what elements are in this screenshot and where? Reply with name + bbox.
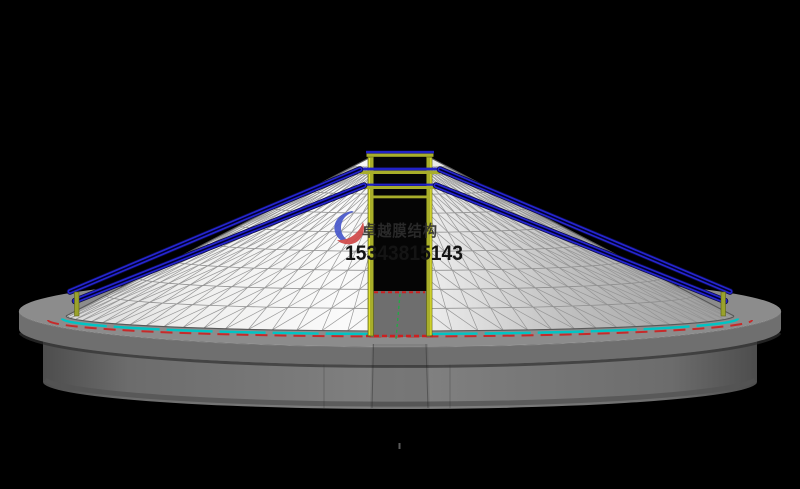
beam-yellow-1 [366,153,434,157]
walkway-seams [371,343,429,409]
anchor-post-right [720,291,726,317]
watermark: 卓越膜结构 15343815143 [334,211,463,265]
cable-segment [69,168,361,293]
anchor-post-left [74,291,80,317]
watermark-logo-icon [334,211,364,245]
base-cylinder-bottom-edge [43,377,757,407]
cable-segment [74,184,365,302]
beam-yellow-4 [370,195,430,199]
beam-blue-2 [359,167,441,171]
central-tower [359,150,441,340]
cable-segment [439,168,731,293]
rim-front-edge [18,310,782,348]
watermark-company-text: 卓越膜结构 [362,221,438,240]
beam-blue-3 [363,183,437,186]
cable-segment [435,184,726,302]
rim-shadow [18,332,782,368]
door-walkway [370,291,430,337]
tower-interior [371,157,429,292]
tower-beams [359,150,441,199]
tower-column-left [367,156,374,337]
beam-blue-1 [366,150,434,154]
base-cylinder-wall [43,332,757,409]
ridge-cables [66,166,734,305]
axis-centerline [395,293,401,340]
tower-column-right [426,156,433,337]
beam-yellow-2 [359,170,441,174]
rim-front-face [19,311,781,365]
cursor-tick [398,443,401,449]
anchor-posts [74,291,726,317]
beam-yellow-3 [364,186,436,189]
walkway-recess [370,344,430,409]
watermark-phone-text: 15343815143 [345,242,463,265]
